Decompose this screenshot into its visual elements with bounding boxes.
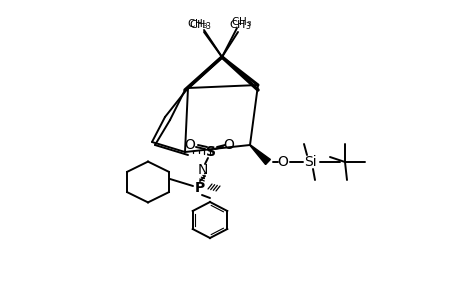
Text: O: O — [277, 155, 288, 169]
Text: Si: Si — [303, 155, 316, 169]
Text: CH$_3$: CH$_3$ — [188, 18, 211, 32]
Text: P: P — [195, 181, 205, 195]
Text: CH$_3$: CH$_3$ — [228, 18, 251, 32]
Text: O: O — [223, 138, 234, 152]
Text: S: S — [206, 145, 216, 159]
Text: O: O — [184, 138, 195, 152]
Text: CH$_3$: CH$_3$ — [231, 15, 252, 29]
Text: CH$_3$: CH$_3$ — [187, 17, 208, 31]
Polygon shape — [249, 145, 270, 164]
Text: N: N — [197, 163, 208, 177]
